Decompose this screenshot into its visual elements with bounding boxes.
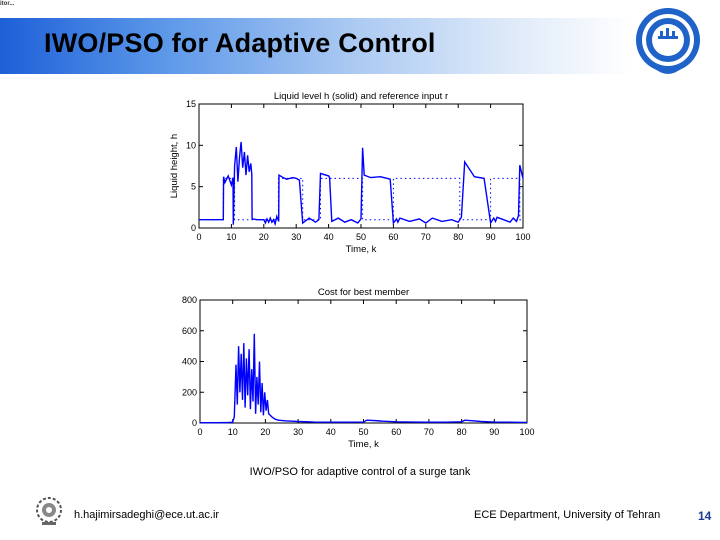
chart-1-title: Cost for best member xyxy=(318,287,409,298)
chart-1-x-axis-label: Time, k xyxy=(348,439,379,450)
page-number: 14 xyxy=(698,509,712,523)
chart-0-x-tick-label: 30 xyxy=(291,232,301,242)
chart-1-y-tick-label: 600 xyxy=(182,326,197,336)
chart-0-x-tick-label: 0 xyxy=(196,232,201,242)
chart-0-x-tick-label: 80 xyxy=(453,232,463,242)
chart-0-x-tick-label: 100 xyxy=(515,232,530,242)
chart-1-x-tick-label: 100 xyxy=(519,427,534,437)
chart-0-y-tick-label: 15 xyxy=(186,99,196,109)
chart-0-x-tick-label: 50 xyxy=(356,232,366,242)
chart-1-series-line xyxy=(200,333,528,424)
chart-1-x-tick-label: 80 xyxy=(457,427,467,437)
chart-1-x-tick-label: 90 xyxy=(489,427,499,437)
chart-1-x-tick-label: 60 xyxy=(391,427,401,437)
chart-0-series-line xyxy=(199,141,524,227)
university-emblem-icon xyxy=(36,497,62,525)
chart-1-y-tick-label: 400 xyxy=(182,357,197,367)
chart-1-x-tick-label: 20 xyxy=(260,427,270,437)
chart-0-y-tick-label: 10 xyxy=(186,140,196,150)
chart-0-x-tick-label: 70 xyxy=(421,232,431,242)
title-band xyxy=(0,18,632,74)
corner-label: itor... xyxy=(0,1,15,7)
chart-1-y-tick-label: 800 xyxy=(182,295,197,305)
chart-0-title: Liquid level h (solid) and reference inp… xyxy=(274,91,448,102)
chart-0-y-tick-label: 5 xyxy=(191,182,196,192)
figure-caption: IWO/PSO for adaptive control of a surge … xyxy=(249,466,471,478)
chart-1-y-tick-label: 200 xyxy=(182,387,197,397)
footer-department: ECE Department, University of Tehran xyxy=(474,509,661,521)
chart-0-x-tick-label: 60 xyxy=(388,232,398,242)
chart-1-x-tick-label: 70 xyxy=(424,427,434,437)
chart-0-x-tick-label: 20 xyxy=(259,232,269,242)
chart-1-x-tick-label: 0 xyxy=(197,427,202,437)
chart-1-x-tick-label: 50 xyxy=(358,427,368,437)
university-of-tehran-seal-icon xyxy=(636,8,700,74)
chart-1-x-tick-label: 30 xyxy=(293,427,303,437)
chart-0-x-tick-label: 40 xyxy=(324,232,334,242)
chart-0-x-tick-label: 90 xyxy=(486,232,496,242)
footer-email: h.hajimirsadeghi@ece.ut.ac.ir xyxy=(74,509,220,521)
chart-0-x-tick-label: 10 xyxy=(226,232,236,242)
chart-0-x-axis-label: Time, k xyxy=(346,244,377,255)
chart-1-x-tick-label: 10 xyxy=(228,427,238,437)
slide-title: IWO/PSO for Adaptive Control xyxy=(44,28,436,58)
chart-0-y-tick-label: 0 xyxy=(191,223,196,233)
chart-1-x-tick-label: 40 xyxy=(326,427,336,437)
chart-0-y-axis-label: Liquid height, h xyxy=(169,134,180,198)
chart-1-y-tick-label: 0 xyxy=(192,418,197,428)
